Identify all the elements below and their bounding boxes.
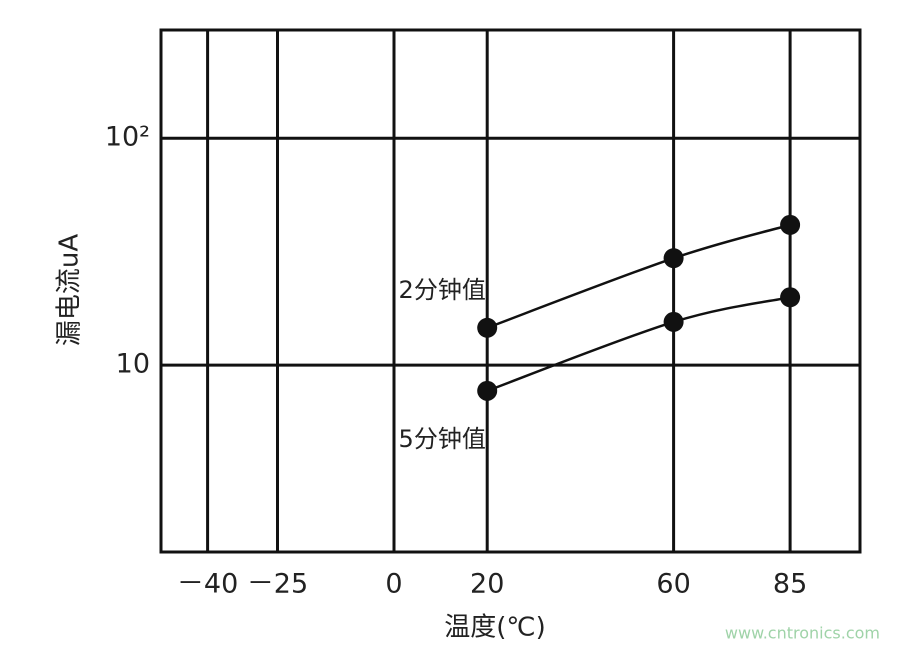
x-tick-label: 60: [656, 569, 690, 600]
y-axis-title: 漏电流uA: [55, 234, 85, 346]
data-point: [477, 380, 498, 401]
x-tick-label: 0: [385, 569, 402, 600]
data-point: [663, 311, 684, 332]
data-point: [477, 317, 498, 338]
watermark: www.cntronics.com: [725, 624, 880, 643]
y-tick-label: 10: [116, 349, 150, 380]
series-label: 2分钟值: [399, 276, 486, 304]
x-tick-label: －25: [247, 569, 308, 600]
series-label: 5分钟值: [399, 425, 486, 453]
y-tick-label: 10²: [105, 122, 150, 153]
series-line: [486, 296, 791, 393]
x-tick-label: －40: [177, 569, 238, 600]
x-tick-label: 85: [773, 569, 807, 600]
data-point: [780, 214, 801, 235]
series-line: [486, 223, 791, 329]
data-point: [663, 248, 684, 269]
plot-frame: [159, 28, 862, 554]
x-tick-label: 20: [470, 569, 504, 600]
x-axis-title: 温度(℃): [444, 613, 546, 643]
data-point: [780, 287, 801, 308]
